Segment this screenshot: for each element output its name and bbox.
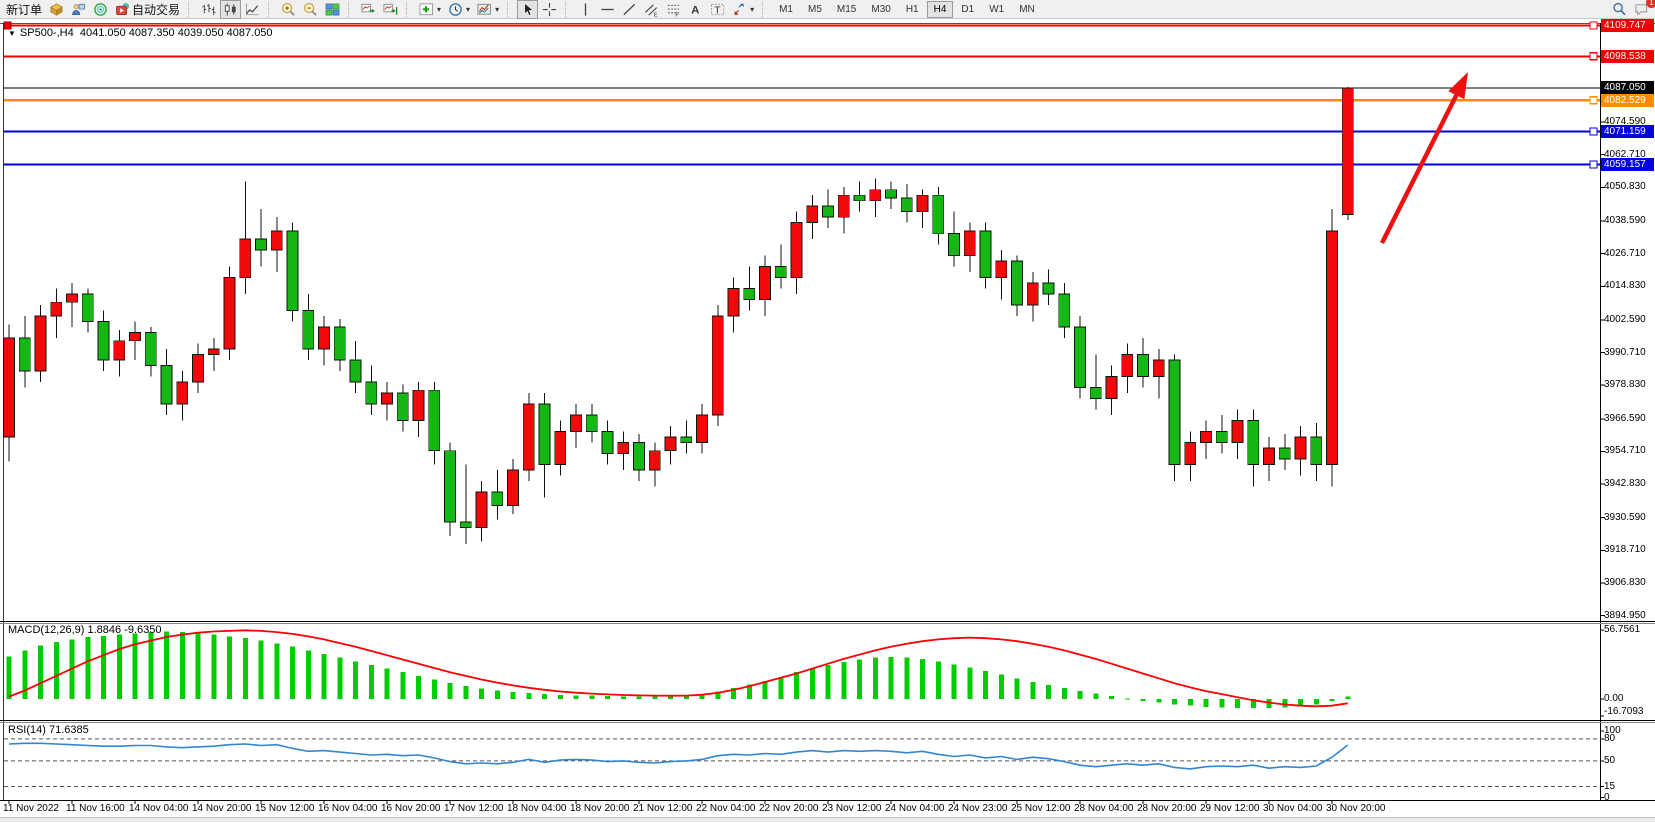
autotrade-icon	[116, 2, 129, 15]
tile-windows-button[interactable]	[322, 0, 343, 19]
channel-button[interactable]: E	[641, 0, 662, 19]
chat-button[interactable]	[68, 0, 89, 19]
arrows-icon	[734, 2, 744, 15]
rsi-line	[8, 742, 1349, 770]
vertical-line-icon	[584, 2, 587, 16]
horizontal-line-button[interactable]	[597, 0, 618, 19]
toolbar-separator	[507, 1, 512, 17]
templates-button[interactable]: ▾	[474, 0, 502, 19]
chevron-down-icon[interactable]: ▾	[495, 4, 500, 14]
axis-ticks	[8, 121, 1605, 804]
indicators-button[interactable]: ▾	[416, 0, 444, 19]
svg-text:E: E	[654, 12, 658, 16]
periods-icon	[449, 2, 462, 16]
tf-d1-button[interactable]: D1	[961, 3, 975, 15]
search-icon	[1613, 2, 1626, 15]
line-chart-icon	[245, 2, 259, 15]
zoom-in-icon	[282, 2, 295, 16]
autotrading-button[interactable]: 自动交易	[112, 0, 183, 19]
autotrading-button-label: 自动交易	[132, 2, 181, 17]
auto-scroll-button[interactable]	[358, 0, 379, 19]
tf-w1-button[interactable]: W1	[989, 3, 1005, 15]
indicators-icon	[419, 2, 434, 15]
fibonacci-button[interactable]: F	[663, 0, 684, 19]
crosshair-button[interactable]	[539, 0, 560, 19]
arrows-button[interactable]: ▾	[729, 0, 757, 19]
candlestick-button[interactable]	[220, 0, 242, 19]
tf-h1-button[interactable]: H1	[905, 3, 919, 15]
text-label-icon: T	[711, 3, 725, 16]
chevron-down-icon[interactable]: ▾	[466, 4, 471, 14]
price-lines-layer[interactable]	[3, 21, 1600, 169]
vertical-line-button[interactable]	[575, 0, 596, 19]
cursor-button[interactable]	[517, 0, 539, 19]
chevron-down-icon[interactable]: ▾	[437, 4, 442, 14]
bar-chart-button[interactable]	[198, 0, 219, 19]
tf-m30-button[interactable]: M30	[871, 3, 891, 15]
cursor-icon	[524, 2, 534, 16]
toolbar-separator	[188, 1, 193, 17]
signals-icon	[94, 2, 107, 16]
zoom-out-button[interactable]	[300, 0, 321, 19]
toolbar-separator	[762, 1, 767, 17]
text-label-button[interactable]: T	[707, 0, 728, 19]
text-icon: A	[691, 4, 699, 16]
tf-m1-button[interactable]: M1	[779, 3, 793, 15]
zoom-out-icon	[304, 2, 317, 16]
candles-layer	[3, 87, 1354, 545]
toolbar-separator	[406, 1, 411, 17]
tf-m5-button[interactable]: M5	[808, 3, 822, 15]
search-button[interactable]	[1609, 0, 1630, 19]
notifications-button[interactable]: 1	[1631, 0, 1655, 19]
templates-icon	[477, 3, 492, 15]
signals-button[interactable]	[90, 0, 111, 19]
chevron-down-icon[interactable]: ▾	[750, 4, 755, 14]
crosshair-icon	[543, 2, 557, 16]
channel-icon: E	[645, 3, 658, 17]
trend-arrow-annotation[interactable]	[1379, 72, 1468, 245]
line-chart-button[interactable]	[242, 0, 263, 19]
tile-windows-icon	[325, 3, 340, 15]
toolbar-separator	[348, 1, 353, 17]
rsi-pane-layer	[4, 738, 1600, 787]
notification-badge: 1	[1646, 0, 1655, 8]
chat-person-icon	[72, 3, 86, 15]
tf-h4-button[interactable]: H4	[926, 0, 954, 18]
zoom-in-button[interactable]	[278, 0, 299, 19]
svg-text:T: T	[714, 5, 721, 16]
trendline-icon	[623, 3, 636, 15]
chart-shift-icon	[383, 3, 398, 15]
auto-scroll-icon	[361, 3, 376, 13]
fibonacci-icon: F	[667, 4, 679, 17]
new-order-button-label: 新订单	[6, 2, 43, 17]
pane-borders	[0, 23, 1655, 822]
text-button[interactable]: A	[685, 0, 706, 19]
macd-pane-layer	[6, 631, 1351, 708]
bar-chart-icon	[202, 3, 216, 15]
svg-text:A: A	[691, 4, 699, 16]
horizontal-line-icon	[601, 8, 614, 10]
candlestick-icon	[224, 2, 236, 16]
chart-shift-button[interactable]	[380, 0, 401, 19]
tf-mn-button[interactable]: MN	[1019, 3, 1035, 15]
new-order-button[interactable]: 新订单	[3, 0, 45, 19]
svg-text:F: F	[675, 12, 679, 16]
toolbar-separator	[268, 1, 273, 17]
toolbar-separator	[565, 1, 570, 17]
periods-button[interactable]: ▾	[445, 0, 473, 19]
macd-signal-line	[8, 629, 1348, 708]
trendline-button[interactable]	[619, 0, 640, 19]
tf-m15-button[interactable]: M15	[836, 3, 857, 15]
toolbar: 新订单 自动交易 ▾ ▾ ▾ E F A T ▾ M1 M5 M15 M30 H1 H4 D1 W1 MN 1	[0, 0, 1655, 19]
market-watch-button[interactable]	[46, 0, 67, 19]
market-watch-icon	[50, 2, 63, 16]
